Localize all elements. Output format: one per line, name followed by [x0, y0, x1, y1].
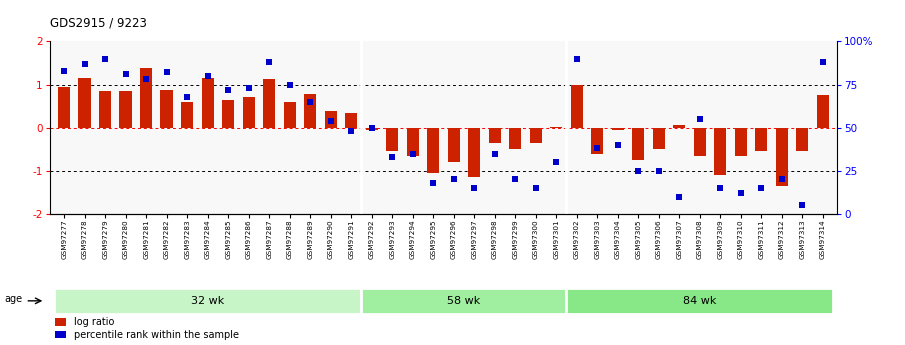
Text: 58 wk: 58 wk [447, 296, 481, 306]
Bar [54, 288, 361, 314]
Point [282, 82, 297, 87]
Bar [776, 128, 788, 186]
Text: 84 wk: 84 wk [683, 296, 717, 306]
Point [508, 177, 522, 182]
Point [344, 128, 358, 134]
Point [78, 61, 92, 67]
Point [631, 168, 645, 174]
Bar [612, 128, 624, 130]
Point [98, 56, 112, 61]
Point [775, 177, 789, 182]
Bar [140, 68, 152, 128]
Point [180, 94, 195, 99]
Point [569, 56, 584, 61]
Bar [366, 128, 377, 130]
Point [734, 190, 748, 196]
Bar [361, 288, 567, 314]
Point [405, 151, 420, 156]
Point [242, 85, 256, 91]
Point [303, 99, 318, 105]
Bar [509, 128, 521, 149]
Point [323, 118, 338, 124]
Bar [202, 78, 214, 128]
Text: 32 wk: 32 wk [191, 296, 224, 306]
Bar [693, 128, 706, 156]
Bar [714, 128, 727, 175]
Point [385, 154, 399, 160]
Point [200, 73, 214, 79]
Bar [79, 78, 91, 128]
Bar [816, 95, 829, 128]
Bar [468, 128, 481, 177]
Point [529, 185, 543, 191]
Bar [591, 128, 604, 154]
Point [754, 185, 768, 191]
Point [549, 159, 564, 165]
Bar [550, 127, 562, 128]
Bar [325, 111, 337, 128]
Point [611, 142, 625, 148]
Point [692, 116, 707, 122]
Point [795, 203, 809, 208]
Bar [632, 128, 644, 160]
Bar [653, 128, 665, 149]
Legend: log ratio, percentile rank within the sample: log ratio, percentile rank within the sa… [54, 317, 239, 340]
Point [365, 125, 379, 130]
Bar [58, 87, 71, 128]
Bar [304, 95, 317, 128]
Point [57, 68, 71, 73]
Bar [489, 128, 500, 143]
Point [652, 168, 666, 174]
Bar [160, 90, 173, 128]
Bar [119, 91, 132, 128]
Bar [406, 128, 419, 156]
Point [815, 59, 830, 65]
Point [467, 185, 481, 191]
Bar [386, 128, 398, 151]
Bar [283, 102, 296, 128]
Bar [796, 128, 808, 151]
Bar [99, 91, 111, 128]
Bar [567, 288, 833, 314]
Bar [181, 102, 194, 128]
Point [446, 177, 461, 182]
Bar [755, 128, 767, 151]
Point [488, 151, 502, 156]
Point [221, 87, 235, 92]
Bar [448, 128, 460, 162]
Bar [673, 126, 685, 128]
Point [590, 146, 605, 151]
Text: GDS2915 / 9223: GDS2915 / 9223 [50, 16, 147, 29]
Point [262, 59, 276, 65]
Text: age: age [5, 294, 23, 304]
Bar [263, 79, 275, 128]
Bar [735, 128, 747, 156]
Point [426, 180, 441, 186]
Bar [570, 85, 583, 128]
Point [159, 70, 174, 75]
Point [672, 194, 687, 199]
Bar [427, 128, 439, 173]
Point [119, 71, 133, 77]
Point [713, 185, 728, 191]
Bar [529, 128, 542, 143]
Bar [243, 97, 255, 128]
Bar [222, 100, 234, 128]
Point [138, 77, 153, 82]
Bar [345, 112, 357, 128]
